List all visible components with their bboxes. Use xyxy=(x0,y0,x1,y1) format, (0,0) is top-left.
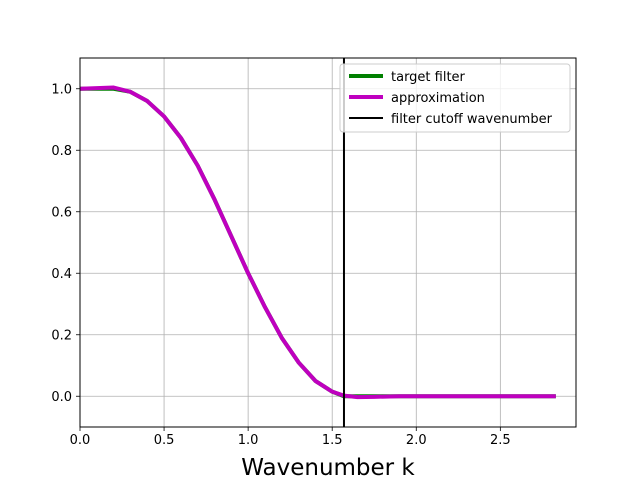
legend-label-target-filter: target filter xyxy=(391,70,466,85)
y-tick-label: 0.6 xyxy=(51,205,72,220)
x-axis-label: Wavenumber k xyxy=(241,455,415,480)
y-tick-label: 1.0 xyxy=(51,82,72,97)
ticks: 0.0 0.5 1.0 1.5 2.0 2.5 0.0 0.2 0.4 0.6 0.8 1.0 xyxy=(51,82,510,448)
y-tick-label: 0.2 xyxy=(51,328,72,343)
x-tick-label: 1.0 xyxy=(238,433,259,448)
series-line-approximation xyxy=(79,85,556,400)
legend-label-approximation: approximation xyxy=(391,91,485,106)
y-tick-label: 0.0 xyxy=(51,390,72,405)
x-tick-label: 0.0 xyxy=(70,433,91,448)
y-tick-label: 0.4 xyxy=(51,267,72,282)
legend-label-filter-cutoff-wavenumber: filter cutoff wavenumber xyxy=(391,112,553,127)
grid xyxy=(79,58,576,427)
axes-frame xyxy=(79,57,577,428)
legend-box xyxy=(339,63,571,133)
x-tick-label: 2.5 xyxy=(490,433,511,448)
x-tick-label: 1.5 xyxy=(322,433,343,448)
legend: target filter approximation filter cutof… xyxy=(339,63,571,133)
x-tick-label: 0.5 xyxy=(154,433,175,448)
y-tick-label: 0.8 xyxy=(51,144,72,159)
x-tick-label: 2.0 xyxy=(406,433,427,448)
